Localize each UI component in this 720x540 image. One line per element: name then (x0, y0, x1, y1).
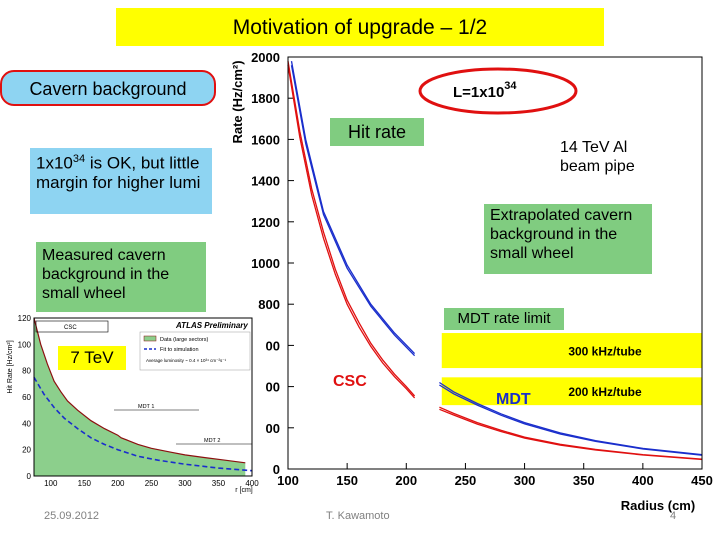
mdt-limit-callout: MDT rate limit (444, 308, 564, 330)
svg-text:Rate (Hz/cm²): Rate (Hz/cm²) (230, 60, 245, 143)
footer-page: 4 (670, 510, 677, 522)
inset-x-axis-label: r [cm] (235, 487, 253, 494)
inset-x-tick-label: 100 (44, 479, 58, 488)
mdt-limit-band-label: 200 kHz/tube (568, 385, 642, 399)
main-y-axis-label: Rate (Hz/cm²) (230, 60, 245, 143)
main-x-tick-label: 350 (573, 473, 595, 488)
slide-title: Motivation of upgrade – 1/2 (116, 8, 604, 46)
lumi-label: L=1x1034 (453, 80, 517, 101)
main-x-tick-label: 300 (514, 473, 536, 488)
inset-region-csc: CSC (35, 320, 109, 333)
inset-y-axis-label: Hit Rate [Hz/cm²] (7, 340, 14, 393)
inset-legend-entry: Data (large sectors) (160, 337, 208, 343)
main-y-tick-label: 1000 (251, 256, 280, 271)
inset-y-tick-label: 20 (22, 446, 31, 455)
inset-data-area (34, 318, 246, 476)
svg-text:MDT 1: MDT 1 (138, 404, 154, 410)
mdt-limit-band (441, 333, 702, 369)
rate-curve (290, 60, 416, 355)
main-y-tick-label: 1600 (251, 132, 280, 147)
main-x-tick-label: 100 (277, 473, 299, 488)
svg-text:CSC: CSC (64, 325, 77, 331)
main-x-tick-label: 200 (395, 473, 417, 488)
energy-7tev-label: 7 TeV (58, 346, 126, 370)
inset-x-tick-label: 200 (111, 479, 125, 488)
mdt-limit-band (441, 377, 702, 406)
inset-y-tick-label: 60 (22, 393, 31, 402)
main-x-axis-label: Radius (cm) (621, 498, 695, 513)
rate-curve (439, 381, 703, 456)
inset-x-tick-label: 150 (78, 479, 92, 488)
csc-region-label: CSC (333, 373, 367, 390)
inset-legend: Data (large sectors) Fit to simulation A… (139, 331, 251, 371)
main-x-tick-label: 400 (632, 473, 654, 488)
inset-legend-entry: Fit to simulation (160, 347, 199, 353)
inset-measured-chart: Hit Rate [Hz/cm²] 0 20 40 60 80 100 120 100 150… (4, 312, 266, 498)
inset-x-tick-label: 350 (212, 479, 226, 488)
inset-legend-entry: Average luminosity ~ 0.4 × 10³⁴ cm⁻²s⁻¹ (146, 358, 227, 363)
lumi-ellipse (418, 67, 578, 115)
main-x-tick-label: 250 (455, 473, 477, 488)
footer-date: 25.09.2012 (44, 510, 100, 522)
mdt-region-label: MDT (496, 391, 531, 408)
inset-x-tick-label: 400 (245, 479, 259, 488)
mdt-limit-band-label: 300 kHz/tube (568, 345, 642, 359)
footer-author: T. Kawamoto (326, 510, 390, 522)
inset-x-tick-label: 250 (145, 479, 159, 488)
inset-fit-curve (33, 376, 253, 472)
svg-text:MDT 2: MDT 2 (204, 438, 220, 444)
inset-data-curve (33, 317, 246, 464)
main-y-tick-label: 2000 (251, 50, 280, 65)
inset-brand: ATLAS Preliminary (175, 321, 248, 330)
rate-curve (439, 408, 703, 461)
hit-rate-callout: Hit rate (330, 118, 424, 146)
inset-x-tick-label: 300 (178, 479, 192, 488)
main-y-tick-label: 1400 (251, 174, 280, 189)
measured-callout: Measured cavern background in the small … (36, 242, 206, 312)
inset-y-tick-label: 120 (18, 314, 32, 323)
rate-curve (439, 384, 703, 456)
main-y-tick-label: 1200 (251, 215, 280, 230)
main-x-tick-label: 150 (336, 473, 358, 488)
inset-plot-frame (33, 317, 253, 477)
main-y-tick-label: 800 (258, 297, 280, 312)
inset-y-tick-label: 0 (27, 472, 32, 481)
rate-curve (287, 65, 416, 399)
extrapolated-callout: Extrapolated cavern background in the sm… (484, 204, 652, 274)
main-x-tick-label: 450 (691, 473, 713, 488)
inset-region-mdt2: MDT 2 (176, 438, 252, 445)
main-y-tick-label: 1800 (251, 91, 280, 106)
plot-frame (287, 56, 703, 470)
main-rate-chart: Rate (Hz/cm²) 02004006008001000120014001… (230, 50, 713, 513)
inset-y-tick-label: 40 (22, 419, 31, 428)
inset-y-tick-label: 100 (18, 340, 32, 349)
inset-y-tick-label: 80 (22, 367, 31, 376)
main-y-tick-label: 0 (273, 462, 280, 477)
rate-curve (290, 65, 416, 357)
lumi-ok-callout: 1x1034 is OK, but little margin for high… (30, 148, 212, 214)
rate-curve (287, 60, 416, 397)
inset-region-mdt1: MDT 1 (114, 404, 199, 411)
cavern-background-callout: Cavern background (0, 70, 216, 106)
beam-pipe-label: 14 TeV Al beam pipe (560, 139, 635, 175)
